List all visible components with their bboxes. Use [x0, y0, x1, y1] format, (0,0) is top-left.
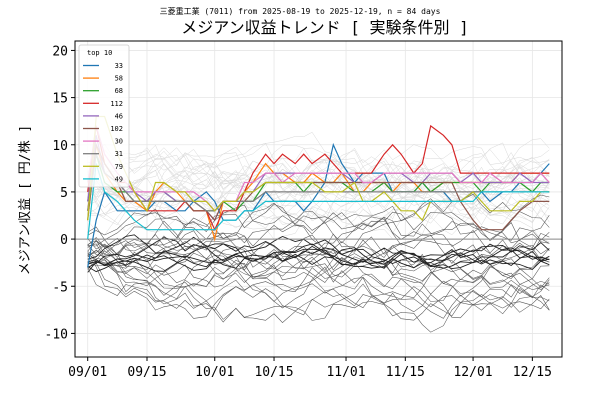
series-line-30 — [87, 125, 550, 212]
x-tick-label: 10/15 — [254, 365, 293, 380]
background-trace — [87, 210, 550, 252]
background-trace — [87, 149, 550, 210]
background-trace — [87, 131, 550, 205]
background-trace — [87, 267, 550, 333]
x-tick-label: 10/01 — [195, 365, 234, 380]
background-trace — [87, 235, 550, 280]
chart-subtitle: 三菱重工業 (7011) from 2025-08-19 to 2025-12-… — [160, 6, 441, 16]
series-line-112 — [87, 124, 550, 232]
y-tick-label: 5 — [60, 186, 68, 201]
background-trace — [87, 259, 550, 323]
background-trace — [87, 143, 550, 214]
y-tick-label: 15 — [52, 92, 68, 107]
background-trace — [87, 215, 550, 258]
legend-title: top 10 — [87, 49, 112, 57]
y-tick-label: 0 — [60, 233, 68, 248]
background-trace — [87, 247, 550, 273]
background-trace — [87, 254, 550, 319]
legend-label-112: 112 — [110, 100, 123, 108]
background-trace — [87, 142, 550, 225]
background-trace — [87, 237, 550, 298]
background-trace — [87, 251, 550, 269]
background-trace — [87, 169, 550, 242]
background-trace — [87, 261, 550, 321]
background-trace — [87, 201, 550, 250]
legend-label-68: 68 — [115, 87, 123, 95]
background-trace — [87, 146, 550, 199]
background-trace — [87, 241, 550, 287]
background-trace — [87, 238, 550, 291]
x-tick-label: 09/01 — [68, 365, 107, 380]
background-trace — [87, 159, 550, 221]
background-trace — [87, 226, 550, 299]
legend-label-102: 102 — [110, 125, 123, 133]
y-tick-label: -5 — [52, 280, 68, 295]
legend-label-58: 58 — [115, 75, 123, 83]
y-axis-label: メジアン収益 [ 円/株 ] — [18, 125, 33, 275]
background-trace — [87, 193, 550, 258]
background-trace — [87, 237, 550, 269]
legend-box — [78, 44, 130, 188]
legend-label-79: 79 — [115, 163, 123, 171]
background-trace — [87, 243, 550, 290]
series-line-49 — [87, 163, 550, 240]
background-trace — [87, 204, 550, 255]
x-tick-label: 11/15 — [386, 365, 425, 380]
background-trace — [87, 236, 550, 271]
series-line-79 — [87, 115, 550, 222]
background-trace — [87, 163, 550, 236]
y-tick-label: 10 — [52, 139, 68, 154]
background-trace — [87, 250, 550, 302]
series-line-31 — [87, 152, 550, 212]
legend-label-31: 31 — [115, 150, 123, 158]
legend-label-46: 46 — [115, 112, 123, 120]
background-trace — [87, 248, 550, 297]
legend-label-49: 49 — [115, 175, 123, 183]
legend-label-30: 30 — [115, 138, 123, 146]
background-trace — [87, 174, 550, 226]
chart-title: メジアン収益トレンド [ 実験条件別 ] — [181, 18, 469, 37]
x-tick-label: 12/15 — [513, 365, 552, 380]
legend-label-33: 33 — [115, 62, 123, 70]
x-tick-label: 09/15 — [127, 365, 166, 380]
background-trace — [87, 144, 550, 188]
plot-frame — [74, 40, 563, 358]
x-tick-label: 12/01 — [453, 365, 492, 380]
y-tick-label: 20 — [52, 44, 68, 59]
background-trace — [87, 234, 550, 269]
y-tick-label: -10 — [45, 327, 68, 342]
x-tick-label: 11/01 — [326, 365, 365, 380]
